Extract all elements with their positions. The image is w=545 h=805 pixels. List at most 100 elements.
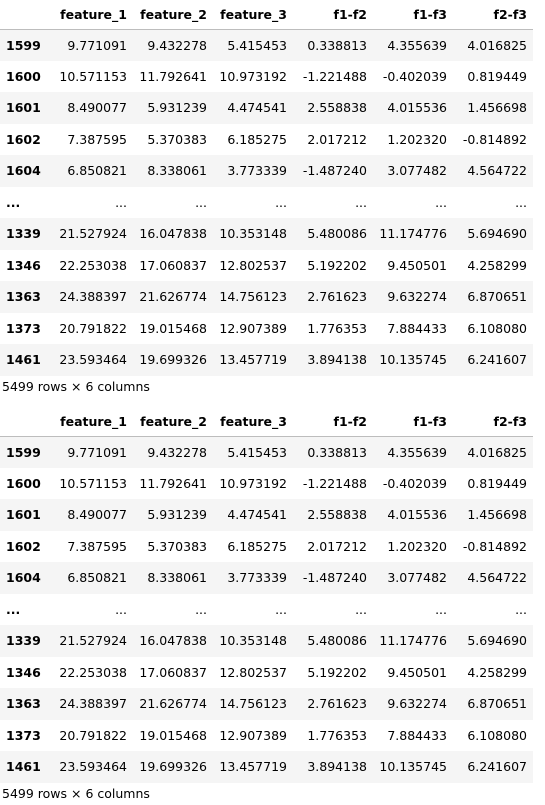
table-cell: 10.135745 <box>379 352 447 368</box>
table-cell: 6.870651 <box>467 696 527 712</box>
table-cell: ... <box>275 194 287 210</box>
table-row: 1600 10.571153 11.792641 10.973192 -1.221488… <box>0 60 533 92</box>
row-index: 1599 <box>6 444 41 460</box>
table-body: 1599 9.771091 9.432278 5.415453 0.338813 4.35… <box>0 436 533 783</box>
table-row: ..................... <box>0 186 533 218</box>
table-cell: 2.558838 <box>307 507 367 523</box>
table-cell: 4.015536 <box>387 507 447 523</box>
table-body: 1599 9.771091 9.432278 5.415453 0.338813 4.35… <box>0 29 533 376</box>
table-cell: 0.819449 <box>467 475 527 491</box>
table-cell: 1.456698 <box>467 507 527 523</box>
table-cell: 1.202320 <box>387 131 447 147</box>
table-cell: 2.761623 <box>307 696 367 712</box>
table-row: 1373 20.791822 19.015468 12.907389 1.776353 7… <box>0 312 533 344</box>
table-cell: 4.474541 <box>227 100 287 116</box>
table-cell: 20.791822 <box>59 727 127 743</box>
table-cell: 2.017212 <box>307 538 367 554</box>
table-cell: 5.694690 <box>467 633 527 649</box>
table-cell: 19.699326 <box>139 759 207 775</box>
table-cell: 6.241607 <box>467 352 527 368</box>
table-cell: 5.192202 <box>307 257 367 273</box>
row-index: 1600 <box>6 68 41 84</box>
table-cell: 12.907389 <box>219 727 287 743</box>
table-cell: ... <box>435 194 447 210</box>
header-row: feature_1 feature_2 feature_3 f1-f2 f1-f3 f2-… <box>0 0 533 30</box>
row-index: 1363 <box>6 696 41 712</box>
table-cell: 12.907389 <box>219 320 287 336</box>
table-cell: 3.894138 <box>307 352 367 368</box>
table-cell: 21.626774 <box>139 289 207 305</box>
column-header: feature_1 <box>53 407 133 437</box>
column-header: f1-f3 <box>373 0 453 30</box>
table-cell: 6.185275 <box>227 131 287 147</box>
table-cell: 8.490077 <box>67 100 127 116</box>
table-cell: -1.221488 <box>302 475 367 491</box>
table-cell: 14.756123 <box>219 289 287 305</box>
table-cell: 0.338813 <box>307 444 367 460</box>
table-cell: 5.694690 <box>467 226 527 242</box>
column-header: feature_3 <box>213 407 293 437</box>
table-cell: 7.884433 <box>387 320 447 336</box>
table-cell: ... <box>435 601 447 617</box>
table-row: 1363 24.388397 21.626774 14.756123 2.761623 9… <box>0 688 533 720</box>
table-cell: 9.432278 <box>147 37 207 53</box>
table-cell: 4.564722 <box>467 570 527 586</box>
table-cell: 4.258299 <box>467 257 527 273</box>
dataframe-shape-label: 5499 rows × 6 columns <box>2 378 150 394</box>
table-cell: 7.884433 <box>387 727 447 743</box>
column-header: feature_2 <box>133 0 213 30</box>
table-cell: 4.016825 <box>467 37 527 53</box>
table-cell: 6.108080 <box>467 320 527 336</box>
table-cell: -1.487240 <box>302 570 367 586</box>
table-row: 1373 20.791822 19.015468 12.907389 1.776353 7… <box>0 719 533 751</box>
table-cell: 10.571153 <box>59 475 127 491</box>
table-cell: 10.353148 <box>219 226 287 242</box>
table-row: 1461 23.593464 19.699326 13.457719 3.894138 1… <box>0 751 533 783</box>
table-cell: 19.015468 <box>139 320 207 336</box>
table-cell: 9.450501 <box>387 257 447 273</box>
table-cell: 21.626774 <box>139 696 207 712</box>
table-cell: 2.558838 <box>307 100 367 116</box>
row-index: 1599 <box>6 37 41 53</box>
table-cell: ... <box>355 601 367 617</box>
table-cell: 11.174776 <box>379 633 447 649</box>
table-cell: 8.490077 <box>67 507 127 523</box>
table-cell: ... <box>355 194 367 210</box>
table-cell: 20.791822 <box>59 320 127 336</box>
table-cell: ... <box>195 601 207 617</box>
table-cell: 2.761623 <box>307 289 367 305</box>
table-cell: 9.771091 <box>67 37 127 53</box>
table-cell: 3.077482 <box>387 570 447 586</box>
table-cell: 1.202320 <box>387 538 447 554</box>
table-cell: 10.973192 <box>219 475 287 491</box>
row-index: 1604 <box>6 163 41 179</box>
table-cell: 17.060837 <box>139 664 207 680</box>
table-cell: 6.185275 <box>227 538 287 554</box>
row-index: 1601 <box>6 507 41 523</box>
table-row: 1363 24.388397 21.626774 14.756123 2.761623 9… <box>0 281 533 313</box>
table-cell: 21.527924 <box>59 226 127 242</box>
table-cell: ... <box>515 194 527 210</box>
table-cell: -0.814892 <box>462 538 527 554</box>
table-cell: 5.370383 <box>147 131 207 147</box>
table-cell: 23.593464 <box>59 352 127 368</box>
table-cell: 6.850821 <box>67 163 127 179</box>
row-index: 1373 <box>6 727 41 743</box>
table-cell: 9.432278 <box>147 444 207 460</box>
table-header: feature_1 feature_2 feature_3 f1-f2 f1-f3 f2-… <box>0 0 533 30</box>
table-row: ..................... <box>0 593 533 625</box>
table-cell: 7.387595 <box>67 538 127 554</box>
table-row: 1601 8.490077 5.931239 4.474541 2.558838 4.01… <box>0 92 533 124</box>
column-header: feature_3 <box>213 0 293 30</box>
table-cell: 4.355639 <box>387 37 447 53</box>
dataframe-output-2: feature_1 feature_2 feature_3 f1-f2 f1-f3 f2-… <box>0 407 545 805</box>
table-cell: 4.015536 <box>387 100 447 116</box>
index-header-cell <box>0 407 53 437</box>
table-row: 1604 6.850821 8.338061 3.773339 -1.487240 3.0… <box>0 155 533 187</box>
table-cell: 0.338813 <box>307 37 367 53</box>
table-cell: 10.973192 <box>219 68 287 84</box>
table-cell: 11.174776 <box>379 226 447 242</box>
column-header: feature_1 <box>53 0 133 30</box>
table-cell: 8.338061 <box>147 570 207 586</box>
table-cell: 4.016825 <box>467 444 527 460</box>
